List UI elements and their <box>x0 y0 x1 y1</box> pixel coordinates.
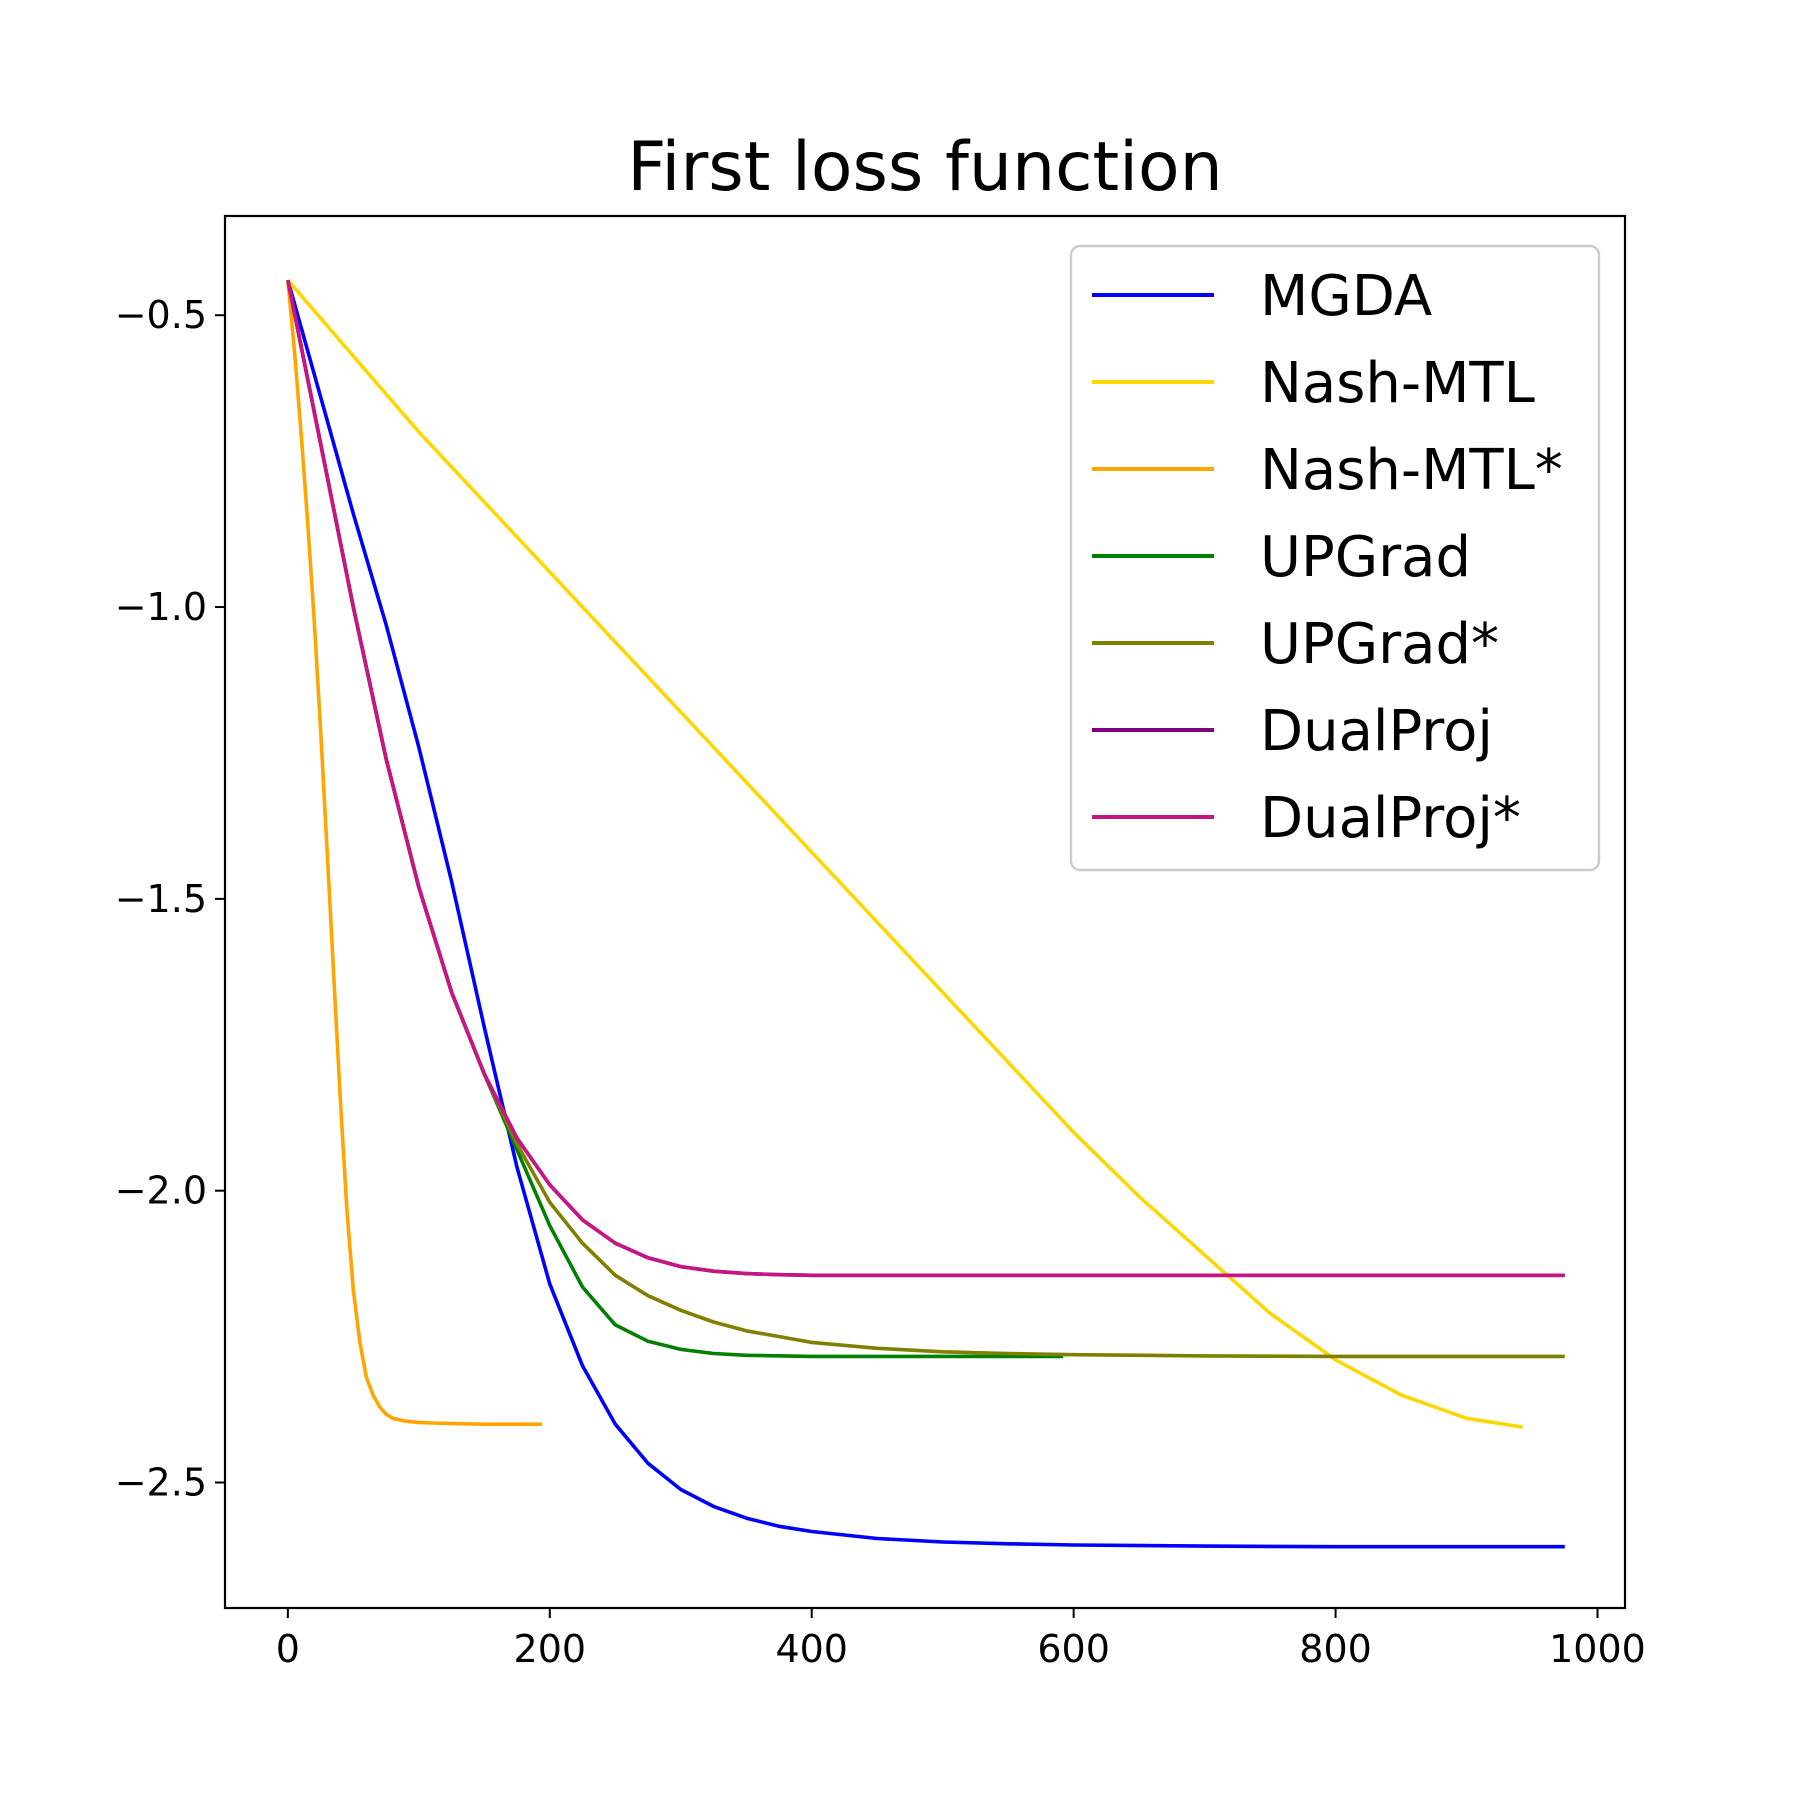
legend-label-1: Nash-MTL <box>1260 351 1535 416</box>
series-line-1 <box>286 279 1524 1429</box>
x-tick-label: 1000 <box>1549 1627 1646 1671</box>
legend-label-0: MGDA <box>1260 264 1432 329</box>
legend-label-4: UPGrad* <box>1260 612 1499 677</box>
x-axis: 0 200 400 600 800 1000 <box>276 1608 1646 1671</box>
x-tick-label: 600 <box>1037 1627 1110 1671</box>
y-tick-label: −1.5 <box>115 877 207 921</box>
x-tick-label: 200 <box>514 1627 587 1671</box>
x-tick-label: 0 <box>276 1627 300 1671</box>
y-tick-label: −1.0 <box>115 585 207 629</box>
chart-title: First loss function <box>627 128 1222 207</box>
legend-label-5: DualProj <box>1260 699 1493 764</box>
legend-box <box>1069 244 1601 872</box>
legend: MGDA Nash-MTL Nash-MTL* UPGrad UPGrad* DualPr… <box>1069 244 1601 872</box>
x-tick-label: 800 <box>1299 1627 1372 1671</box>
plot-series-layer <box>286 279 1565 1549</box>
series-line-2 <box>286 280 542 1426</box>
y-tick-label: −0.5 <box>115 293 207 337</box>
plot-frame <box>223 214 1627 1610</box>
x-tick-label: 400 <box>775 1627 848 1671</box>
series-line-0 <box>286 279 1565 1549</box>
series-line-6 <box>286 279 1565 1278</box>
legend-label-2: Nash-MTL* <box>1260 438 1563 503</box>
y-axis: −0.5 −1.0 −1.5 −2.0 −2.5 <box>115 293 225 1505</box>
legend-label-3: UPGrad <box>1260 525 1471 590</box>
legend-label-6: DualProj* <box>1260 786 1521 851</box>
y-tick-label: −2.0 <box>115 1169 207 1213</box>
y-tick-label: −2.5 <box>115 1461 207 1505</box>
